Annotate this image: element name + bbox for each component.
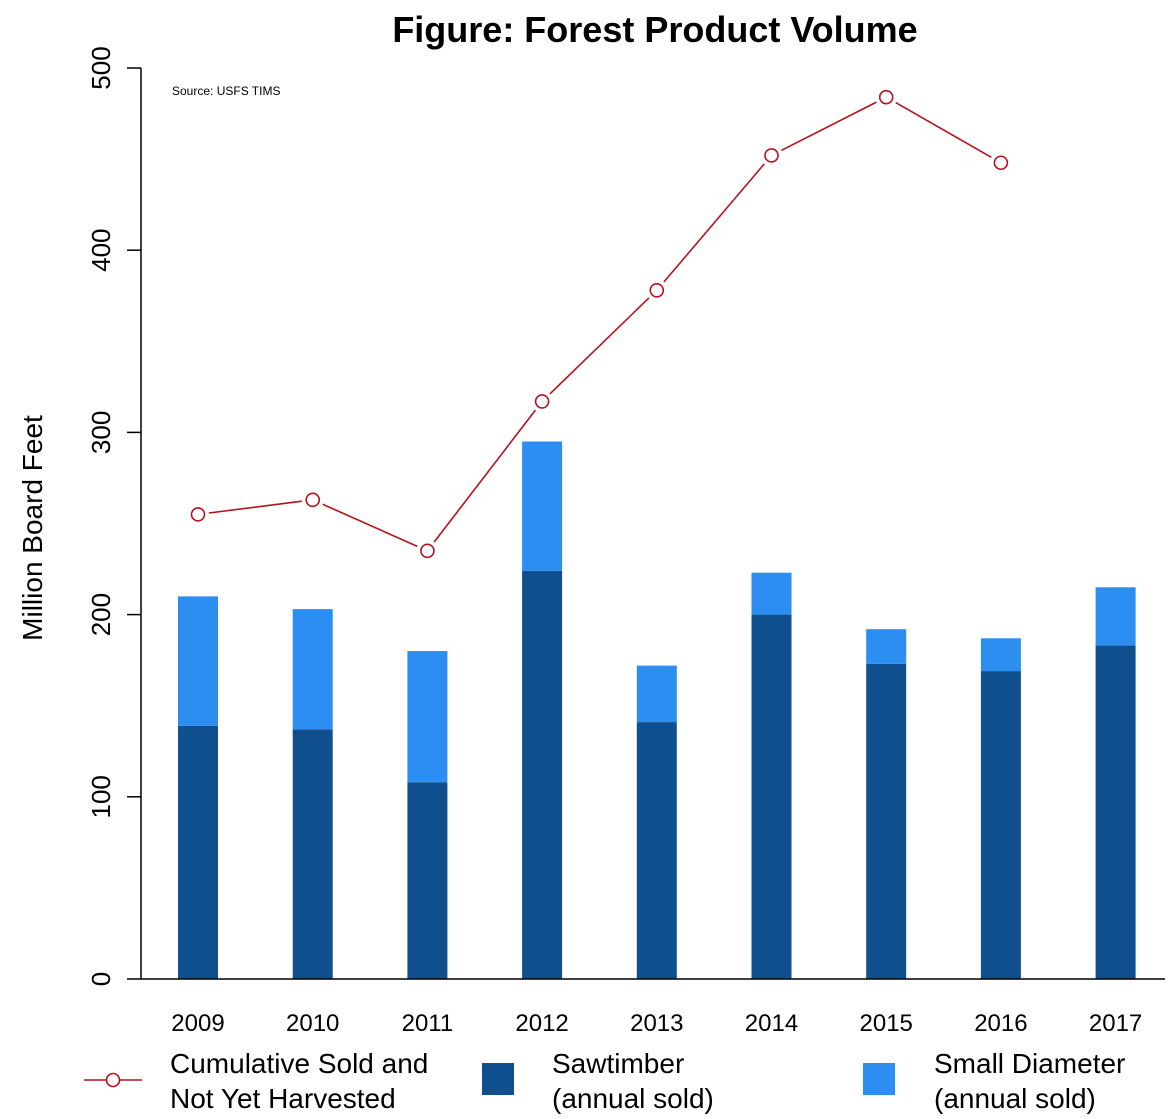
bar-sawtimber-2013 [636, 722, 677, 979]
y-tick-label: 400 [86, 229, 116, 272]
y-tick-label: 500 [86, 46, 116, 89]
bar-small-diameter-2014 [751, 572, 792, 615]
x-tick-label: 2017 [1089, 1010, 1142, 1037]
cumulative-point-2015 [878, 89, 894, 105]
x-tick-label: 2010 [286, 1010, 339, 1037]
legend-marker-swatch [105, 1072, 121, 1088]
bar-sawtimber-2009 [178, 725, 218, 979]
bar-sawtimber-2010 [292, 729, 333, 979]
y-tick-label: 300 [86, 411, 116, 454]
legend-label-small-diameter: Small Diameter [934, 1048, 1125, 1079]
bar-small-diameter-2012 [522, 441, 563, 571]
bar-sawtimber-2015 [866, 663, 907, 979]
cumulative-point-2014 [764, 148, 779, 163]
legend-label-cumulative: Cumulative Sold and [170, 1048, 428, 1079]
bar-small-diameter-2011 [407, 651, 448, 783]
x-tick-label: 2015 [860, 1010, 913, 1037]
bars-layer [178, 441, 1136, 979]
x-tick-label: 2013 [630, 1010, 683, 1037]
bar-sawtimber-2016 [980, 671, 1021, 979]
cumulative-line-segment [895, 101, 992, 158]
cumulative-point-2011 [420, 543, 435, 559]
bar-small-diameter-2016 [980, 638, 1021, 672]
y-tick-label: 100 [86, 775, 116, 818]
x-tick-label: 2012 [515, 1010, 568, 1037]
bar-small-diameter-2013 [636, 665, 677, 723]
bar-small-diameter-2015 [866, 629, 907, 664]
axes: 0 100 200 300 400 500 2009 2010 2011 2012 2013 2014… [86, 46, 1165, 1037]
bar-sawtimber-2011 [407, 782, 448, 979]
line-layer [190, 89, 1009, 559]
bar-small-diameter-2017 [1095, 587, 1136, 646]
x-tick-label: 2011 [402, 1010, 454, 1037]
legend-swatch-small-diameter [863, 1063, 895, 1095]
legend-label-sawtimber: (annual sold) [552, 1083, 714, 1114]
legend-swatch-sawtimber [482, 1063, 514, 1095]
legend: Cumulative Sold and Not Yet Harvested Sawt… [84, 1048, 1125, 1114]
x-tick-label: 2016 [974, 1010, 1027, 1037]
cumulative-line-segment [208, 500, 302, 514]
cumulative-point-2010 [305, 492, 321, 508]
y-tick-label: 200 [86, 593, 116, 636]
bar-sawtimber-2014 [751, 614, 792, 979]
source-annotation: Source: USFS TIMS [172, 84, 280, 98]
legend-label-cumulative: Not Yet Harvested [170, 1083, 396, 1114]
legend-label-small-diameter: (annual sold) [934, 1083, 1096, 1114]
cumulative-line-segment [663, 163, 765, 283]
cumulative-line-segment [780, 101, 877, 152]
cumulative-point-2013 [649, 282, 665, 298]
bar-small-diameter-2010 [292, 609, 333, 730]
cumulative-point-2016 [993, 155, 1009, 171]
bar-small-diameter-2009 [178, 596, 218, 726]
chart-title: Figure: Forest Product Volume [392, 9, 917, 50]
cumulative-line-segment [433, 409, 537, 543]
bar-sawtimber-2012 [522, 570, 563, 979]
x-tick-label: 2009 [171, 1010, 224, 1037]
y-tick-label: 0 [86, 972, 116, 986]
cumulative-point-2009 [190, 507, 206, 522]
bar-sawtimber-2017 [1095, 645, 1136, 979]
cumulative-point-2012 [534, 394, 550, 409]
legend-label-sawtimber: Sawtimber [552, 1048, 684, 1079]
cumulative-line-segment [549, 297, 650, 395]
cumulative-line-segment [322, 503, 418, 548]
x-tick-label: 2014 [745, 1010, 798, 1037]
y-axis-label: Million Board Feet [17, 415, 48, 641]
